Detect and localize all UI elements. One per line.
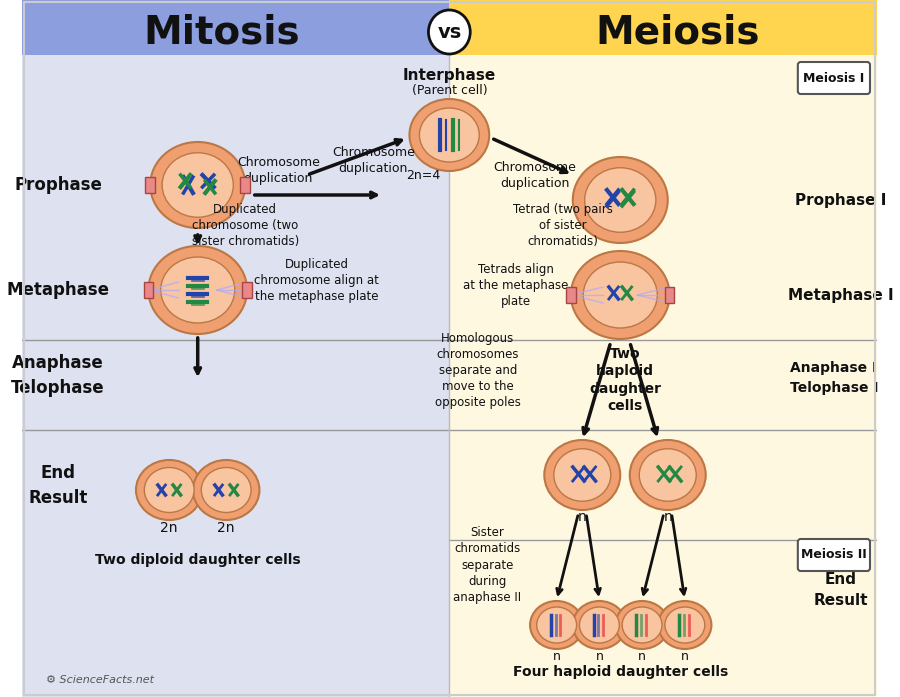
Ellipse shape <box>419 108 480 162</box>
Text: Chromosome
duplication: Chromosome duplication <box>237 155 320 185</box>
Text: Meiosis: Meiosis <box>595 13 760 51</box>
Text: Four haploid daughter cells: Four haploid daughter cells <box>513 665 728 679</box>
Ellipse shape <box>639 449 697 501</box>
Ellipse shape <box>580 607 619 643</box>
FancyBboxPatch shape <box>146 177 155 193</box>
Ellipse shape <box>410 99 490 171</box>
Text: (Parent cell): (Parent cell) <box>411 84 487 96</box>
Text: Metaphase: Metaphase <box>6 281 110 299</box>
Circle shape <box>428 10 470 54</box>
Text: 2n: 2n <box>160 521 178 535</box>
Text: n: n <box>553 650 561 664</box>
Text: 2n: 2n <box>218 521 235 535</box>
Text: Chromosome
duplication: Chromosome duplication <box>493 160 576 190</box>
Ellipse shape <box>622 607 662 643</box>
Ellipse shape <box>544 440 620 510</box>
Ellipse shape <box>658 601 711 649</box>
FancyBboxPatch shape <box>797 62 870 94</box>
Ellipse shape <box>162 153 233 217</box>
Text: Tetrads align
at the metaphase
plate: Tetrads align at the metaphase plate <box>464 263 569 307</box>
FancyBboxPatch shape <box>566 287 576 303</box>
Text: n: n <box>663 510 672 524</box>
Ellipse shape <box>148 246 248 334</box>
Text: n: n <box>596 650 603 664</box>
FancyBboxPatch shape <box>242 282 252 298</box>
Ellipse shape <box>571 251 670 339</box>
Ellipse shape <box>161 257 235 323</box>
Text: Two
haploid
daughter
cells: Two haploid daughter cells <box>589 347 661 413</box>
Text: End
Result: End Result <box>29 464 88 507</box>
Text: Prophase: Prophase <box>14 176 102 194</box>
Text: Sister
chromatids
separate
during
anaphase II: Sister chromatids separate during anapha… <box>454 526 521 604</box>
Text: Meiosis I: Meiosis I <box>804 72 865 84</box>
Text: n: n <box>638 650 646 664</box>
Ellipse shape <box>665 607 705 643</box>
Text: Anaphase
Telophase: Anaphase Telophase <box>12 353 105 397</box>
FancyBboxPatch shape <box>22 0 449 55</box>
Ellipse shape <box>530 601 583 649</box>
FancyBboxPatch shape <box>240 177 250 193</box>
FancyBboxPatch shape <box>22 55 449 697</box>
Text: Two diploid daughter cells: Two diploid daughter cells <box>94 553 301 567</box>
Text: Metaphase I: Metaphase I <box>788 287 894 302</box>
Text: 2n=4: 2n=4 <box>406 169 440 181</box>
Text: Homologous
chromosomes
separate and
move to the
opposite poles: Homologous chromosomes separate and move… <box>435 332 521 408</box>
Text: n: n <box>681 650 688 664</box>
Ellipse shape <box>193 460 259 520</box>
Ellipse shape <box>144 468 194 512</box>
Ellipse shape <box>572 601 626 649</box>
Ellipse shape <box>136 460 202 520</box>
Text: n: n <box>578 510 587 524</box>
Text: Mitosis: Mitosis <box>143 13 300 51</box>
FancyBboxPatch shape <box>449 55 877 697</box>
Text: Anaphase I
Telophase I: Anaphase I Telophase I <box>789 361 878 395</box>
Text: ⚙ ScienceFacts.net: ⚙ ScienceFacts.net <box>46 675 154 685</box>
FancyBboxPatch shape <box>797 539 870 571</box>
Text: Duplicated
chromosome (two
sister chromatids): Duplicated chromosome (two sister chroma… <box>192 203 299 247</box>
Ellipse shape <box>536 607 577 643</box>
Text: Tetrad (two pairs
of sister
chromatids): Tetrad (two pairs of sister chromatids) <box>513 203 613 247</box>
Ellipse shape <box>150 142 245 228</box>
Ellipse shape <box>583 262 657 328</box>
Ellipse shape <box>630 440 706 510</box>
Ellipse shape <box>616 601 669 649</box>
FancyBboxPatch shape <box>144 282 153 298</box>
Ellipse shape <box>585 168 656 232</box>
Text: Interphase: Interphase <box>402 68 496 82</box>
Ellipse shape <box>554 449 611 501</box>
Ellipse shape <box>202 468 251 512</box>
Text: vs: vs <box>437 22 462 42</box>
FancyBboxPatch shape <box>665 287 674 303</box>
FancyBboxPatch shape <box>449 0 877 55</box>
Text: Prophase I: Prophase I <box>795 192 886 208</box>
Ellipse shape <box>572 157 668 243</box>
Text: Meiosis II: Meiosis II <box>801 549 867 562</box>
Text: End
Result: End Result <box>814 572 868 608</box>
Text: Chromosome
duplication: Chromosome duplication <box>332 146 415 174</box>
Text: Duplicated
chromosome align at
the metaphase plate: Duplicated chromosome align at the metap… <box>254 257 379 302</box>
